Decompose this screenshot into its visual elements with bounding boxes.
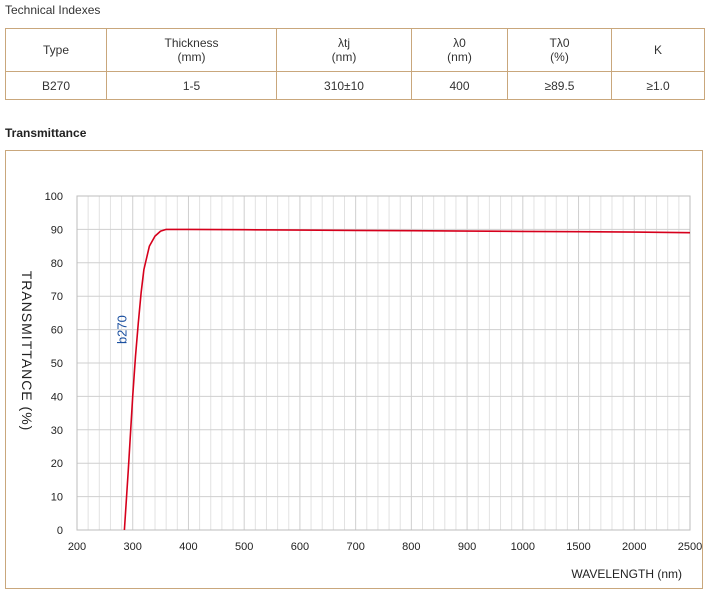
x-tick-label: 600 xyxy=(291,541,309,553)
grid-major xyxy=(76,195,691,531)
cell-thickness: 1-5 xyxy=(106,71,277,100)
y-tick-label: 100 xyxy=(45,191,63,203)
technical-indexes-table: Type Thickness (mm) λtj (nm) λ0 (nm) Tλ0 (%)… xyxy=(5,28,705,100)
x-tick-label: 700 xyxy=(346,541,364,553)
technical-indexes-title: Technical Indexes xyxy=(5,3,101,17)
header-type: Type xyxy=(5,28,107,72)
y-tick-label: 80 xyxy=(51,258,63,270)
x-tick-label: 500 xyxy=(235,541,253,553)
cell-k: ≥1.0 xyxy=(611,71,705,100)
table-row: B270 1-5 310±10 400 ≥89.5 ≥1.0 xyxy=(5,71,705,100)
header-lambda-tj: λtj (nm) xyxy=(276,28,412,72)
transmittance-title: Transmittance xyxy=(5,126,87,140)
x-tick-label: 2500 xyxy=(678,541,702,553)
plot-area-border xyxy=(76,195,691,531)
header-lambda0: λ0 (nm) xyxy=(411,28,508,72)
x-tick-label: 300 xyxy=(124,541,142,553)
y-tick-label: 50 xyxy=(51,358,63,370)
x-tick-label: 900 xyxy=(458,541,476,553)
x-tick-label: 200 xyxy=(68,541,86,553)
y-tick-label: 10 xyxy=(51,492,63,504)
x-tick-label: 1500 xyxy=(566,541,590,553)
table-header-row: Type Thickness (mm) λtj (nm) λ0 (nm) Tλ0 (%)… xyxy=(5,28,705,72)
series-line-b270 xyxy=(123,228,691,531)
y-tick-label: 70 xyxy=(51,291,63,303)
y-tick-labels: 0 10 20 30 40 50 60 70 80 90 100 xyxy=(45,191,63,537)
y-tick-label: 20 xyxy=(51,458,63,470)
y-tick-label: 40 xyxy=(51,391,63,403)
y-tick-label: 0 xyxy=(57,525,63,537)
y-tick-label: 30 xyxy=(51,425,63,437)
x-tick-label: 2000 xyxy=(622,541,646,553)
x-tick-label: 1000 xyxy=(511,541,535,553)
x-tick-label: 800 xyxy=(402,541,420,553)
y-axis-label: TRANSMITTANCE (%) xyxy=(19,271,35,432)
cell-lambda0: 400 xyxy=(411,71,508,100)
series-layer: b270 xyxy=(115,228,691,531)
x-axis-label: WAVELENGTH (nm) xyxy=(571,567,682,581)
x-tick-labels: 200 300 400 500 600 700 800 900 1000 1500 2000 2500 xyxy=(68,541,702,553)
y-tick-label: 60 xyxy=(51,325,63,337)
series-label-b270: b270 xyxy=(115,315,130,344)
cell-t-lambda0: ≥89.5 xyxy=(507,71,612,100)
header-t-lambda0: Tλ0 (%) xyxy=(507,28,612,72)
transmittance-chart-frame xyxy=(5,150,703,589)
cell-type: B270 xyxy=(5,71,107,100)
x-tick-label: 400 xyxy=(179,541,197,553)
y-tick-label: 90 xyxy=(51,224,63,236)
cell-lambda-tj: 310±10 xyxy=(276,71,412,100)
header-thickness: Thickness (mm) xyxy=(106,28,277,72)
